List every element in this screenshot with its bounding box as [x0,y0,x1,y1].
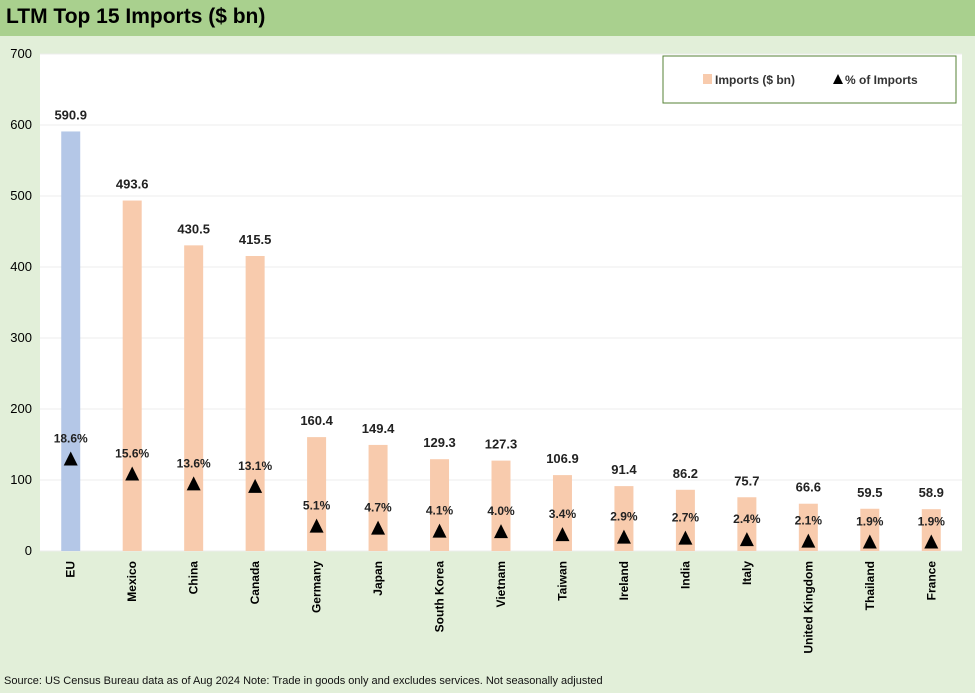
bar-value-label: 75.7 [734,473,759,488]
legend-label-imports: Imports ($ bn) [715,73,795,87]
bar-value-label: 129.3 [423,435,456,450]
percent-marker[interactable] [801,533,816,548]
x-tick-label: Mexico [125,561,139,602]
x-tick-label: Thailand [863,561,877,610]
bar-value-label: 149.4 [362,421,395,436]
percent-marker[interactable] [862,534,877,549]
bar[interactable] [368,444,388,551]
y-tick-label: 100 [10,472,32,487]
percent-label: 4.7% [364,501,392,515]
bar[interactable] [245,255,265,551]
bar[interactable] [491,460,511,551]
legend-label-percent: % of Imports [845,73,918,87]
percent-marker[interactable] [924,534,939,549]
bar-value-label: 106.9 [546,451,579,466]
percent-label: 15.6% [115,446,149,460]
bar[interactable] [860,508,880,551]
percent-marker[interactable] [125,466,140,481]
x-tick-label: France [924,561,938,601]
percent-marker[interactable] [248,478,263,493]
bar[interactable] [552,475,572,551]
bar-value-label: 91.4 [611,462,637,477]
percent-label: 18.6% [54,432,88,446]
bar-value-label: 590.9 [54,107,87,122]
percent-marker[interactable] [494,524,508,539]
x-tick-label: Italy [740,561,754,585]
y-tick-label: 700 [10,46,32,61]
percent-label: 5.1% [303,499,331,513]
y-tick-label: 400 [10,259,32,274]
percent-marker[interactable] [186,476,201,491]
bar[interactable] [921,509,941,551]
x-tick-label: Canada [248,561,262,605]
percent-marker[interactable] [432,523,447,538]
title-bar: LTM Top 15 Imports ($ bn) [0,0,975,36]
bar[interactable] [614,486,634,551]
percent-label: 1.9% [918,515,946,529]
bar[interactable] [184,245,204,551]
percent-label: 13.6% [177,456,211,470]
percent-label: 4.1% [426,504,454,518]
y-tick-label: 300 [10,330,32,345]
x-tick-label: Vietnam [494,561,508,607]
x-tick-label: China [187,561,201,595]
percent-label: 2.4% [733,512,761,526]
bar-value-label: 58.9 [919,485,944,500]
y-tick-label: 0 [25,543,32,558]
bar-value-label: 493.6 [116,177,149,192]
x-tick-label: Germany [310,561,324,613]
y-tick-label: 500 [10,188,32,203]
bar-value-label: 430.5 [177,221,210,236]
x-tick-label: EU [64,561,78,578]
bar-value-label: 127.3 [485,437,518,452]
y-tick-label: 600 [10,117,32,132]
x-tick-label: United Kingdom [801,561,815,654]
bar[interactable] [675,489,695,551]
legend-marker-percent [833,74,843,84]
x-tick-label: Japan [371,561,385,596]
percent-label: 2.9% [610,510,638,524]
bar-value-label: 86.2 [673,466,698,481]
percent-marker[interactable] [371,520,386,535]
x-tick-label: Ireland [617,561,631,600]
percent-label: 2.7% [672,511,700,525]
percent-marker[interactable] [739,532,754,547]
x-tick-label: India [678,561,692,589]
bar-value-label: 160.4 [300,413,333,428]
percent-label: 13.1% [238,459,272,473]
percent-label: 4.0% [487,504,515,518]
legend-box [662,55,957,104]
bar[interactable] [798,503,818,551]
percent-label: 2.1% [795,514,823,528]
source-note: Source: US Census Bureau data as of Aug … [4,675,603,687]
bar[interactable] [737,497,757,551]
y-tick-label: 200 [10,401,32,416]
x-tick-label: Taiwan [555,561,569,601]
bar[interactable] [430,459,450,551]
percent-marker[interactable] [555,527,570,542]
imports-chart: 0 100 200 300 400 500 600 700 590.9 18.6% EU 493.6 1… [10,46,962,654]
percent-marker[interactable] [678,530,693,545]
legend-swatch-imports [703,74,712,84]
bar-value-label: 66.6 [796,480,821,495]
bar[interactable] [61,131,81,551]
percent-label: 1.9% [856,515,884,529]
bar[interactable] [307,437,327,551]
percent-marker[interactable] [309,518,324,533]
percent-label: 3.4% [549,507,577,521]
x-tick-label: South Korea [433,561,447,633]
bar-value-label: 59.5 [857,485,882,500]
chart-area: 0 100 200 300 400 500 600 700 590.9 18.6% EU 493.6 1… [0,36,975,666]
percent-marker[interactable] [63,451,78,466]
chart-title: LTM Top 15 Imports ($ bn) [6,5,266,28]
bar[interactable] [122,200,142,551]
percent-marker[interactable] [616,529,631,544]
bar-value-label: 415.5 [239,232,272,247]
